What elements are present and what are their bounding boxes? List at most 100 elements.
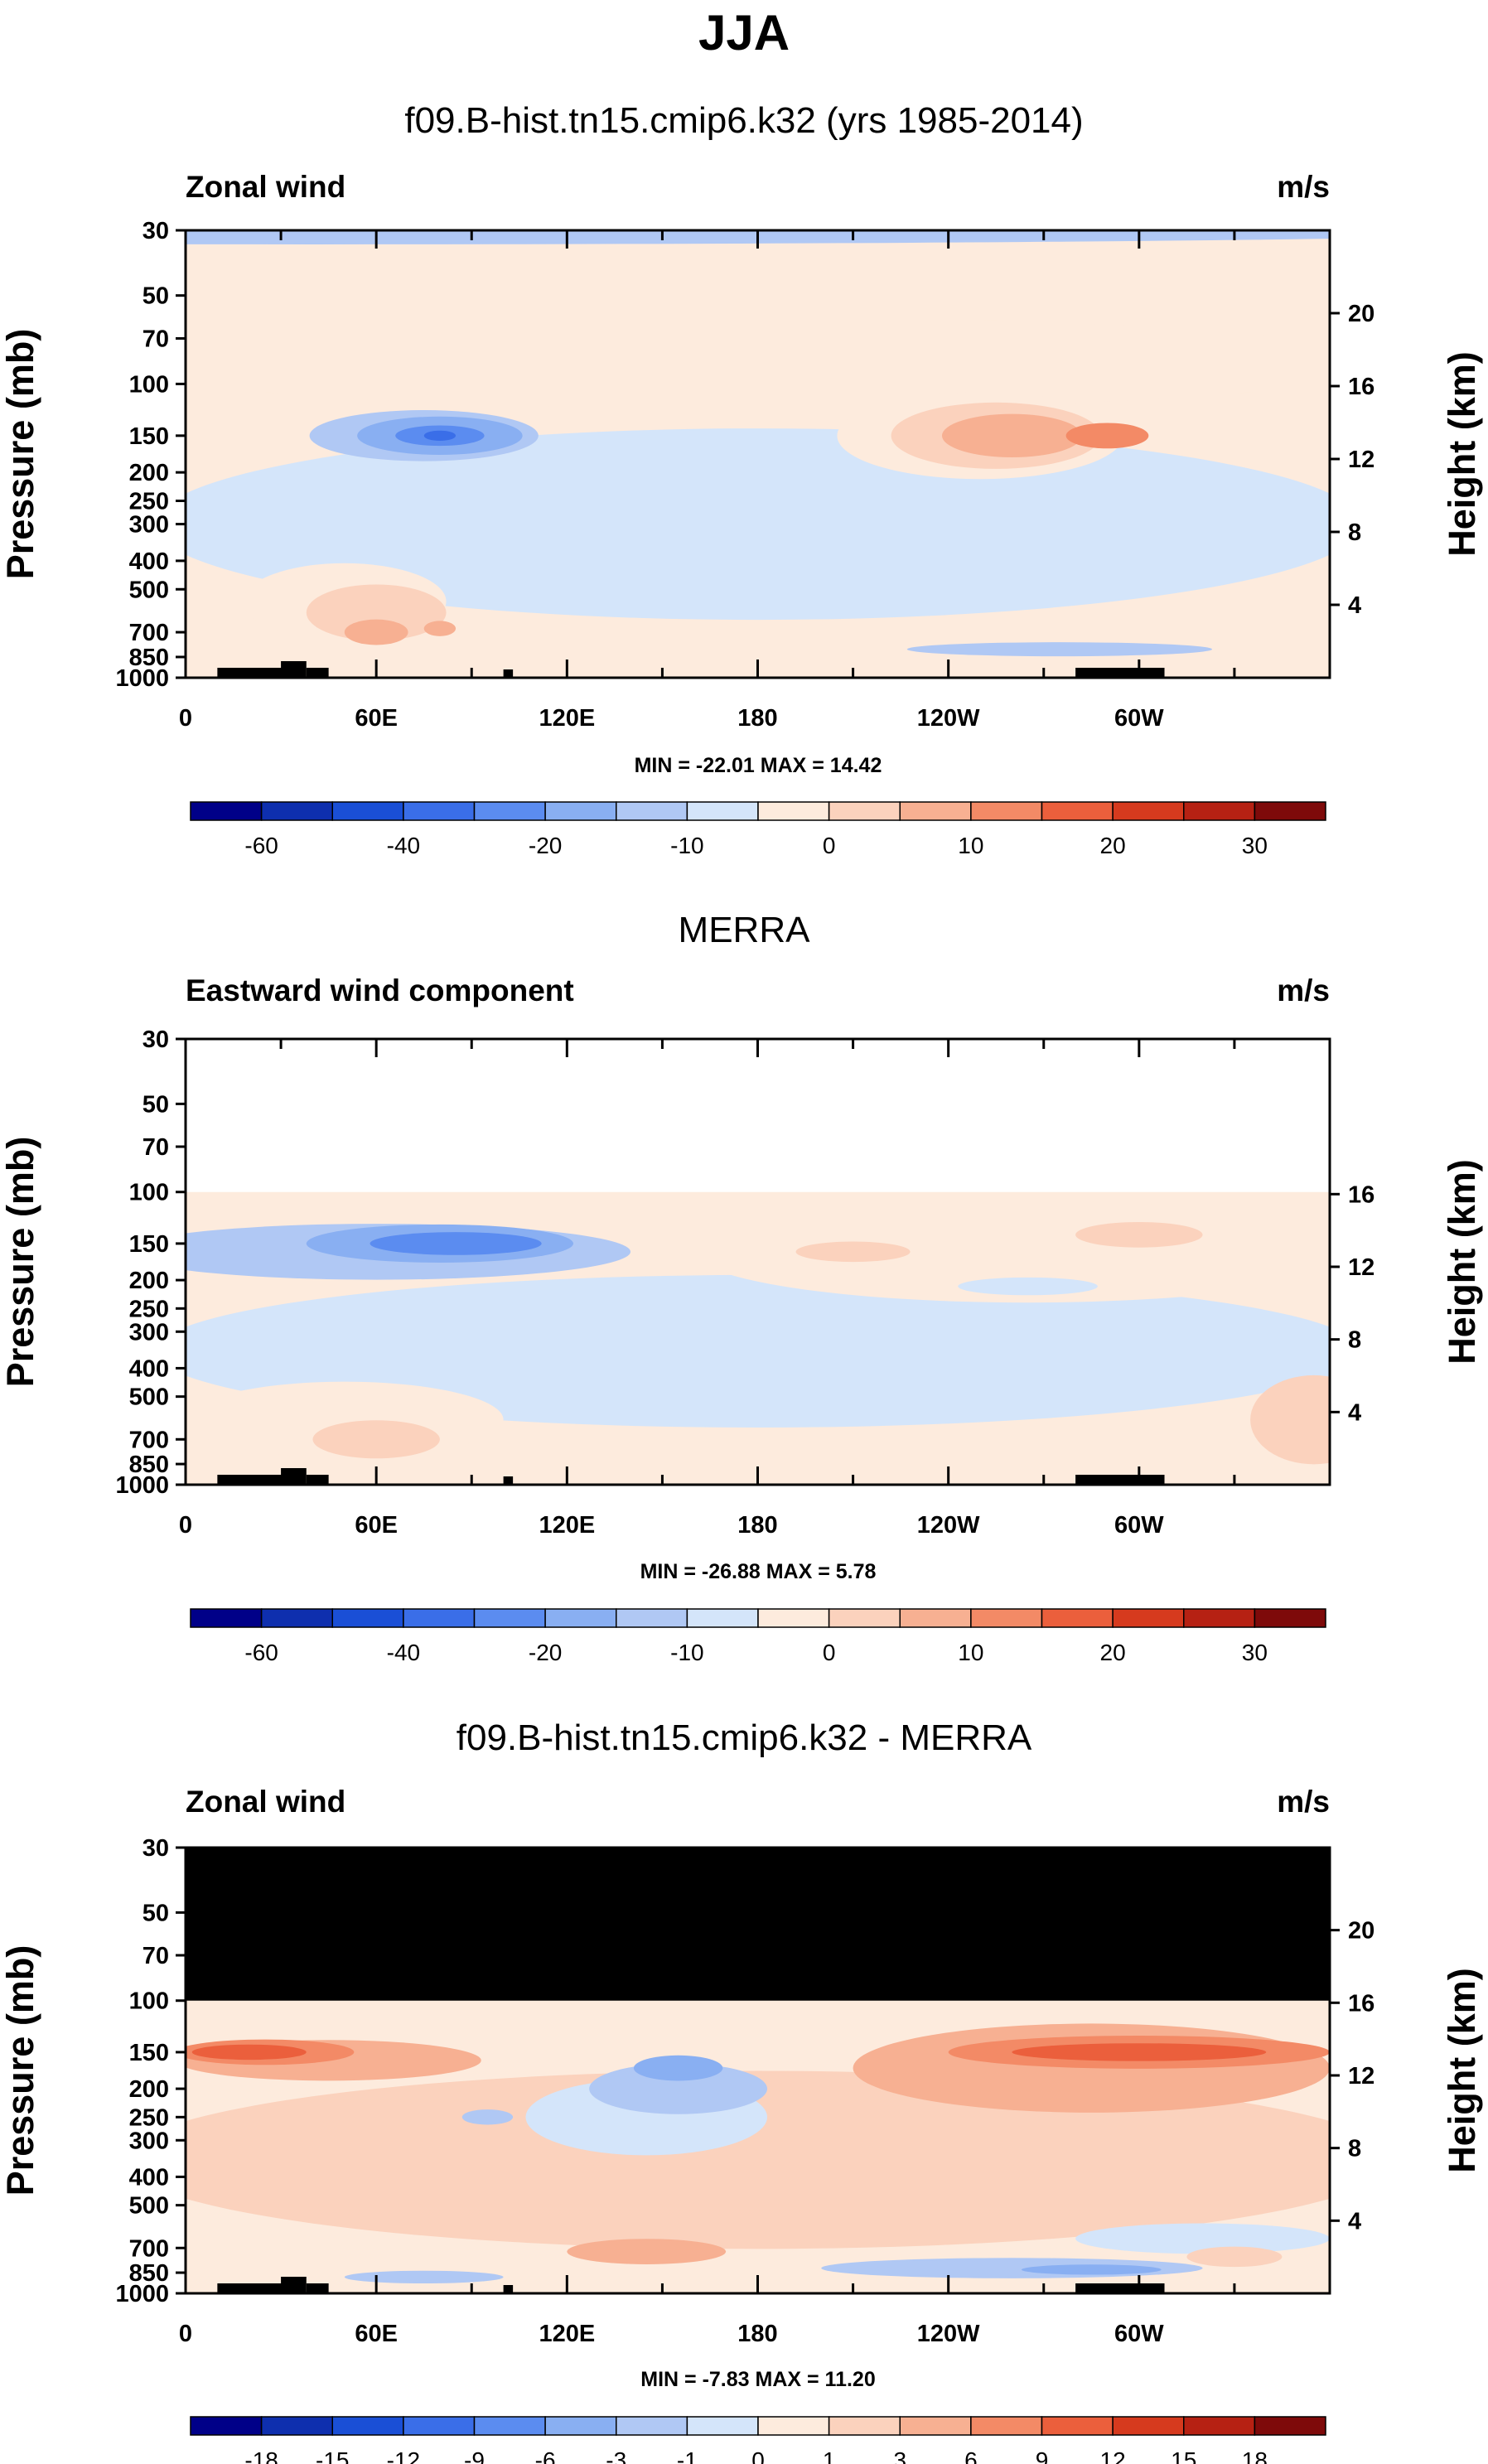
pressure-tick-label: 100 (129, 1988, 169, 2015)
topography (306, 2283, 329, 2293)
topography (306, 1475, 329, 1485)
units-label: m/s (1277, 1785, 1330, 1819)
pressure-tick-label: 850 (129, 2260, 169, 2287)
figure-title: JJA (698, 5, 790, 60)
colorbar-label: -20 (529, 833, 562, 858)
variable-label: Zonal wind (186, 170, 345, 204)
x-tick-label: 120W (917, 1512, 980, 1539)
colorbar-label: -1 (677, 2447, 698, 2464)
colorbar: -60 -40 -20 -10 0 10 20 30 (190, 801, 1326, 858)
topography (1075, 668, 1165, 678)
pressure-tick-label: 150 (129, 2040, 169, 2066)
masked-region (186, 1848, 1330, 2001)
colorbar-box (190, 1608, 263, 1628)
min-max-label: MIN = -7.83 MAX = 11.20 (640, 2368, 875, 2391)
colorbar-box (686, 801, 759, 821)
x-tick-label: 180 (737, 2321, 777, 2347)
panel-title: f09.B-hist.tn15.cmip6.k32 (yrs 1985-2014… (404, 100, 1083, 141)
topography (281, 2277, 307, 2293)
pressure-tick-label: 200 (129, 1268, 169, 1294)
pressure-tick-label: 500 (129, 1384, 169, 1411)
colorbar-label: 12 (1100, 2447, 1126, 2464)
pressure-tick-label: 30 (143, 1027, 169, 1053)
colorbar-box (403, 2416, 476, 2436)
x-tick-label: 60E (355, 1512, 398, 1539)
colorbar-box (1254, 2416, 1326, 2436)
pressure-tick-label: 250 (129, 1296, 169, 1322)
topography (503, 669, 514, 678)
colorbar-box (686, 2416, 759, 2436)
colorbar-label: -3 (606, 2447, 626, 2464)
pressure-tick-label: 70 (143, 326, 169, 352)
contour-region (191, 2044, 307, 2061)
contour-region (186, 316, 1330, 409)
colorbar-box (260, 1608, 333, 1628)
colorbar-label: 30 (1242, 1640, 1268, 1665)
colorbar-label: 20 (1100, 1640, 1126, 1665)
pressure-tick-label: 50 (143, 1091, 169, 1118)
panel-1: f09.B-hist.tn15.cmip6.k32 (yrs 1985-2014… (0, 100, 1483, 858)
contour-region (423, 621, 457, 636)
colorbar: -18 -15 -12 -9 -6 -3 -1 0 1 3 6 9 12 15 18 (190, 2416, 1326, 2464)
x-tick-label: 60W (1114, 2321, 1164, 2347)
colorbar-label: -40 (387, 833, 420, 858)
contour-region (461, 2109, 514, 2125)
colorbar-label: 9 (1036, 2447, 1049, 2464)
colorbar-label: 3 (893, 2447, 906, 2464)
contour-region (306, 584, 447, 641)
colorbar-box (686, 1608, 759, 1628)
contour-region (906, 642, 1213, 657)
colorbar-box (260, 2416, 333, 2436)
x-tick-label: 60E (355, 705, 398, 732)
variable-label: Zonal wind (186, 1785, 345, 1819)
colorbar-box (757, 1608, 830, 1628)
colorbar-box (899, 801, 972, 821)
pressure-tick-label: 50 (143, 283, 169, 310)
colorbar-label: -9 (464, 2447, 485, 2464)
pressure-tick-label: 500 (129, 577, 169, 603)
colorbar-label: -6 (535, 2447, 556, 2464)
colorbar-box (544, 1608, 617, 1628)
pressure-tick-label: 150 (129, 423, 169, 450)
colorbar-box (828, 2416, 901, 2436)
colorbar-box (473, 1608, 546, 1628)
x-tick-label: 120W (917, 2321, 980, 2347)
colorbar-label: 0 (823, 1640, 836, 1665)
colorbar-label: 10 (958, 833, 983, 858)
colorbar-box (1041, 2416, 1114, 2436)
contour-region (1075, 1222, 1203, 1248)
pressure-tick-label: 300 (129, 512, 169, 539)
panel-title: MERRA (679, 910, 811, 950)
topography (1075, 1475, 1165, 1485)
colorbar-box (544, 2416, 617, 2436)
topography (217, 2283, 282, 2293)
topography (281, 1468, 307, 1485)
masked-region (186, 1039, 1330, 1192)
contour-region (344, 2270, 504, 2284)
variable-label: Eastward wind component (186, 974, 574, 1007)
height-tick-label: 16 (1348, 1990, 1374, 2017)
topography (217, 1475, 282, 1485)
pressure-tick-label: 250 (129, 2104, 169, 2131)
colorbar-label: 18 (1242, 2447, 1268, 2464)
height-tick-label: 12 (1348, 2063, 1374, 2090)
topography (503, 1476, 514, 1485)
y2-axis-title: Height (km) (1441, 1159, 1483, 1365)
pressure-tick-label: 700 (129, 2235, 169, 2262)
colorbar-label: -60 (244, 833, 278, 858)
colorbar-box (1112, 2416, 1185, 2436)
contour-region (186, 428, 211, 444)
colorbar-label: -60 (244, 1640, 278, 1665)
contour-region (589, 2063, 768, 2114)
colorbar-label: 0 (751, 2447, 765, 2464)
colorbar-label: -15 (316, 2447, 349, 2464)
colorbar-label: 6 (964, 2447, 978, 2464)
colorbar-box (331, 1608, 404, 1628)
colorbar-box (331, 801, 404, 821)
colorbar-box (403, 801, 476, 821)
colorbar-box (970, 1608, 1043, 1628)
panel-title: f09.B-hist.tn15.cmip6.k32 - MERRA (457, 1718, 1032, 1758)
topography (1075, 2283, 1165, 2293)
height-tick-label: 4 (1348, 1399, 1361, 1426)
